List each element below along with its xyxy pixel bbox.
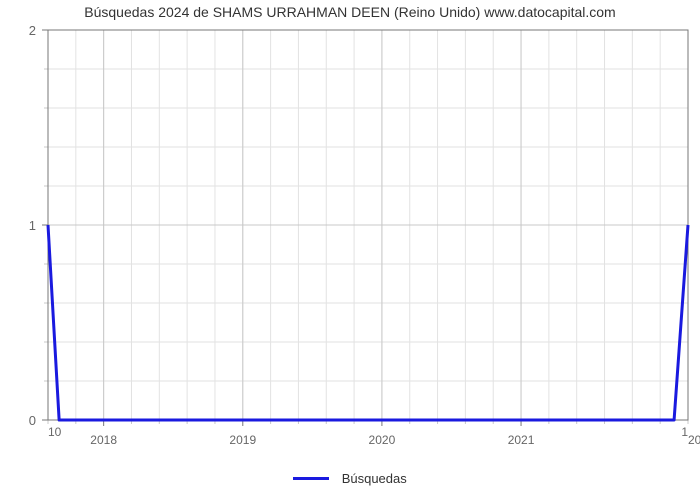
x-tick-label: 2018 [90,433,117,447]
legend-swatch [293,477,329,480]
extra-axis-label: 1 [681,425,688,439]
legend-label: Búsquedas [342,471,407,486]
y-tick-label: 0 [29,413,36,428]
series-line [48,225,688,420]
chart-title: Búsquedas 2024 de SHAMS URRAHMAN DEEN (R… [0,4,700,20]
x-tick-label: 2021 [508,433,535,447]
y-tick-label: 2 [29,23,36,38]
chart-container: Búsquedas 2024 de SHAMS URRAHMAN DEEN (R… [0,0,700,500]
x-tick-label: 2020 [369,433,396,447]
y-tick-label: 1 [29,218,36,233]
x-tick-label-clipped: 202 [688,433,700,447]
chart-plot: 2018201920202021202012101 [8,20,700,470]
x-tick-label: 2019 [229,433,256,447]
chart-legend: Búsquedas [0,470,700,488]
extra-axis-label: 10 [48,425,62,439]
